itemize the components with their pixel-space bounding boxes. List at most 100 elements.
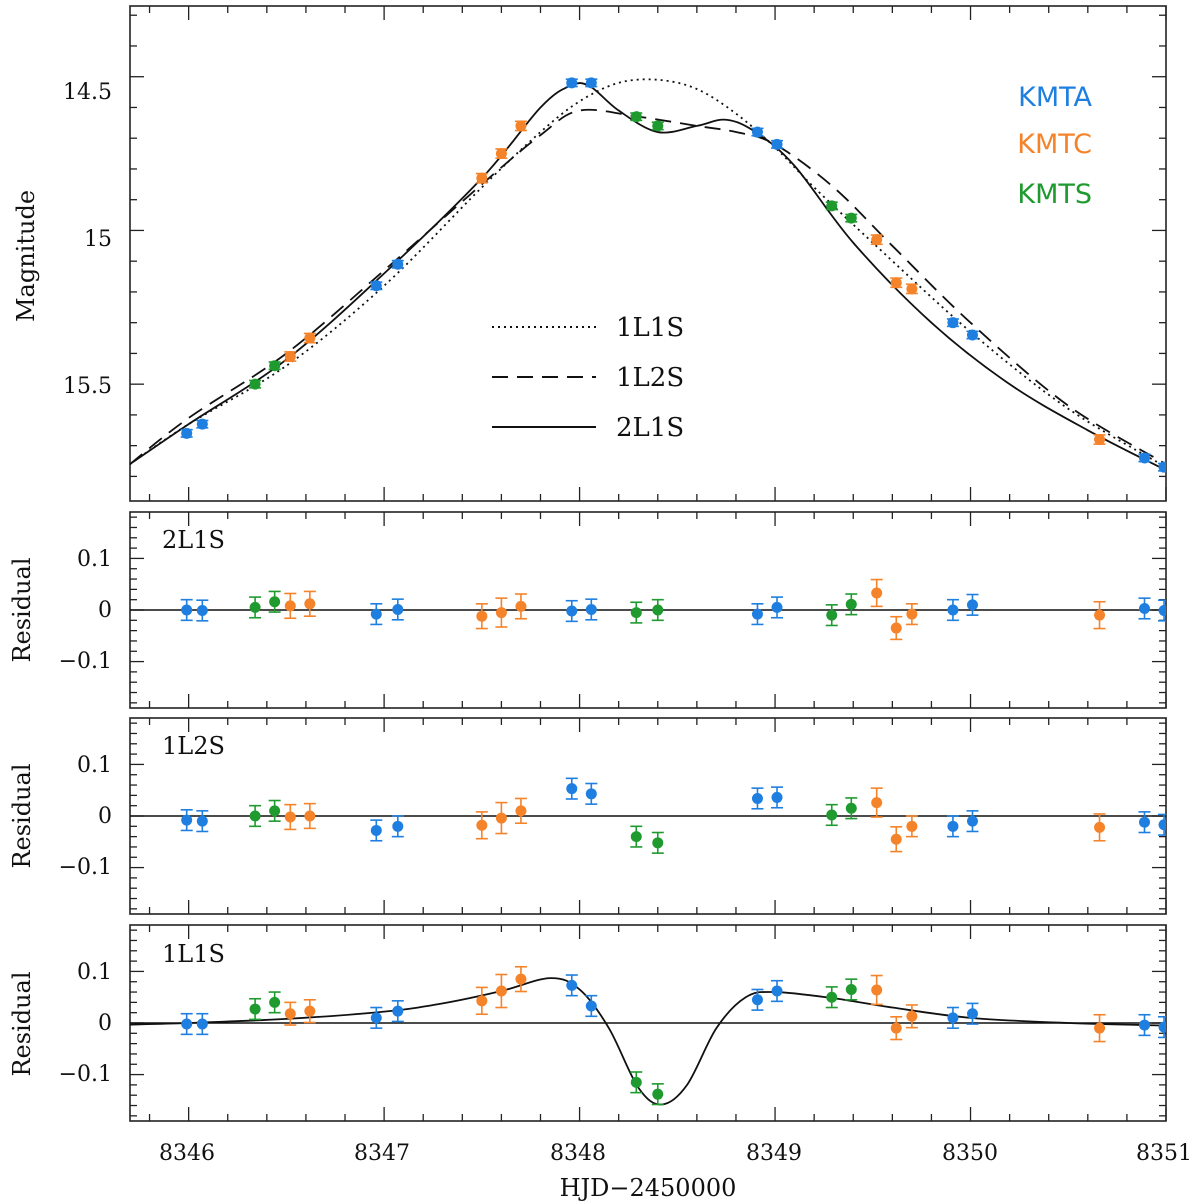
data-point-KMTA (1158, 461, 1166, 473)
data-marker (392, 603, 404, 615)
data-marker (196, 418, 208, 430)
data-point-KMTS (268, 991, 281, 1014)
data-point-KMTS (825, 803, 838, 827)
legend-label-KMTS: KMTS (1017, 179, 1092, 210)
data-point-KMTA (196, 1012, 209, 1036)
data-point-KMTA (751, 603, 764, 626)
data-point-KMTA (1138, 452, 1151, 464)
data-marker (630, 831, 642, 843)
data-point-KMTA (585, 782, 598, 805)
data-marker (249, 1003, 261, 1015)
data-point-KMTA (771, 979, 784, 1003)
data-marker (392, 820, 404, 832)
panel-lightcurve (129, 5, 1167, 502)
data-marker (1094, 434, 1106, 446)
data-point-KMTS (651, 120, 664, 132)
data-marker (1138, 1019, 1150, 1031)
data-marker (845, 212, 857, 224)
data-marker (566, 77, 578, 89)
data-point-KMTC (303, 332, 316, 344)
data-point-KMTA (180, 598, 193, 622)
data-point-KMTS (651, 1083, 664, 1106)
data-marker (476, 819, 488, 831)
data-marker (515, 600, 527, 612)
data-point-KMTS (249, 997, 262, 1021)
data-marker (906, 283, 918, 295)
data-point-KMTA (1138, 811, 1151, 834)
data-marker (966, 1008, 978, 1020)
data-point-KMTA (771, 138, 784, 150)
data-marker (947, 1012, 959, 1024)
data-marker (284, 350, 296, 362)
data-point-KMTC (905, 283, 918, 295)
y-tick-label: 0 (98, 1011, 112, 1036)
data-point-KMTC (284, 350, 297, 362)
data-marker (249, 378, 261, 390)
data-marker (585, 1000, 597, 1012)
data-point-KMTA (751, 126, 764, 138)
data-marker (269, 360, 281, 372)
data-point-KMTC (495, 801, 508, 835)
data-marker (1158, 461, 1166, 473)
data-point-KMTC (495, 597, 508, 628)
panel-tag-2L1S: 2L1S (162, 526, 225, 554)
data-point-KMTA (966, 810, 979, 833)
data-marker (476, 995, 488, 1007)
x-tick-label: 8349 (746, 1141, 802, 1166)
panel-plot-area (130, 777, 1166, 854)
y-tick-label: −0.1 (59, 649, 112, 674)
data-point-KMTC (905, 815, 918, 838)
data-marker (751, 126, 763, 138)
data-marker (871, 984, 883, 996)
data-point-KMTS (651, 831, 664, 854)
model-legend: 1L1S 1L2S 2L1S (492, 313, 684, 443)
data-marker (771, 601, 783, 613)
y-tick-label: 0.1 (77, 547, 112, 572)
x-tick-label: 8346 (159, 1141, 215, 1166)
data-point-KMTC (475, 811, 488, 840)
data-marker (370, 280, 382, 292)
data-point-KMTC (870, 234, 883, 246)
data-point-KMTC (890, 826, 903, 853)
panel-resid-1L2S (129, 717, 1167, 915)
y-tick-labels-resid-1L2S: 0.1 0 −0.1 (59, 753, 112, 880)
y-tick-label: −0.1 (59, 1062, 112, 1087)
y-tick-label: 0 (98, 804, 112, 829)
data-point-KMTA (391, 1000, 404, 1023)
legend-label-2L1S: 2L1S (616, 413, 684, 443)
x-tick-label: 8351 (1136, 1141, 1192, 1166)
observatory-legend: KMTA KMTC KMTS (1017, 82, 1092, 210)
data-point-KMTC (495, 148, 508, 160)
data-point-KMTA (391, 258, 404, 270)
data-marker (751, 792, 763, 804)
y-tick-label: −0.1 (59, 855, 112, 880)
panel-plot-area (130, 77, 1166, 473)
data-marker (515, 120, 527, 132)
data-point-KMTC (475, 603, 488, 630)
data-marker (1158, 605, 1166, 617)
data-point-KMTA (370, 603, 383, 626)
data-point-KMTC (303, 590, 316, 617)
data-marker (966, 815, 978, 827)
data-marker (845, 598, 857, 610)
data-point-KMTC (890, 615, 903, 641)
data-marker (1094, 821, 1106, 833)
data-marker (771, 138, 783, 150)
data-point-KMTC (303, 802, 316, 830)
data-marker (495, 812, 507, 824)
data-marker (269, 805, 281, 817)
data-marker (370, 608, 382, 620)
data-marker (495, 148, 507, 160)
data-point-KMTC (870, 578, 883, 608)
y-tick-label: 0 (98, 598, 112, 623)
data-marker (630, 111, 642, 123)
y-axis-label-magnitude: Magnitude (12, 190, 40, 322)
data-point-KMTC (870, 974, 883, 1006)
data-marker (890, 833, 902, 845)
data-marker (304, 332, 316, 344)
y-axis-label-residual: Residual (8, 557, 36, 662)
data-marker (566, 605, 578, 617)
data-point-KMTA (370, 1006, 383, 1029)
data-point-KMTC (890, 1016, 903, 1041)
legend-label-KMTC: KMTC (1017, 129, 1092, 160)
